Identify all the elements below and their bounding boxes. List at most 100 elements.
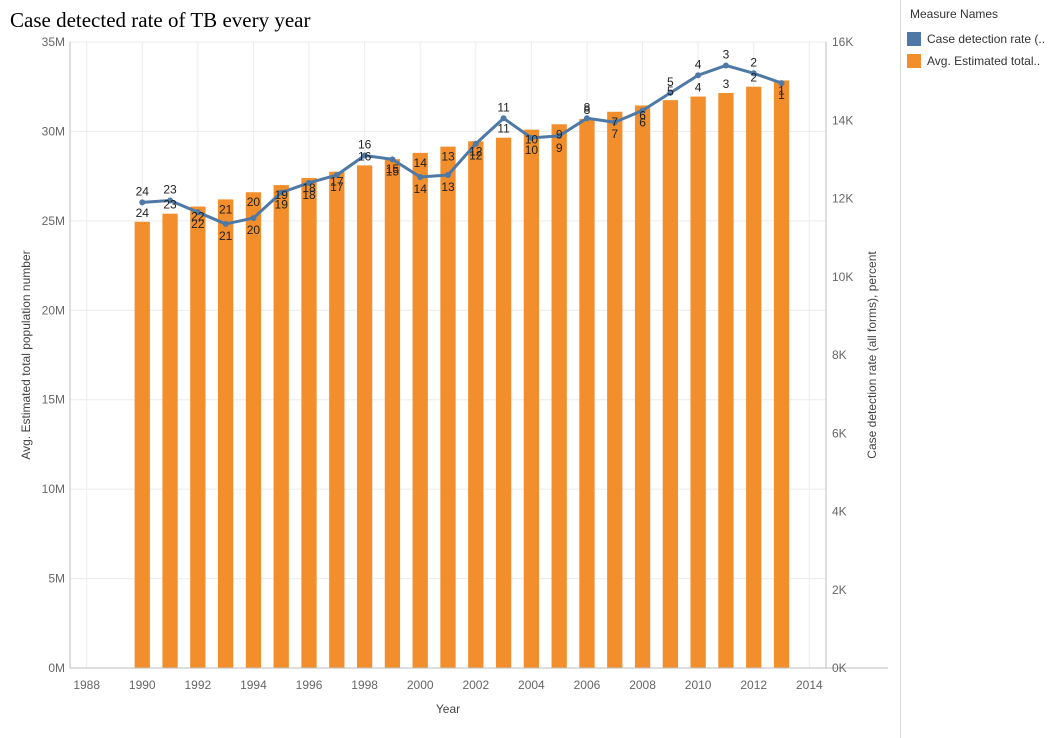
line-point-2008: [639, 107, 646, 114]
right-tick-label: 14K: [832, 113, 853, 127]
bar-label-2007: 7: [611, 115, 618, 129]
legend-item-estimated-total[interactable]: Avg. Estimated total..: [907, 53, 1040, 69]
bar-label-1998: 16: [358, 149, 372, 163]
line-point-2013: [778, 80, 785, 87]
legend-item-label: Avg. Estimated total..: [927, 54, 1041, 68]
left-axis-title: Avg. Estimated total population number: [19, 250, 33, 459]
bar-1999: [384, 159, 401, 668]
line-point-2003: [500, 115, 507, 122]
bar-label-1999: 15: [386, 162, 400, 176]
bar-label-1994: 20: [247, 195, 261, 209]
x-tick-label: 1992: [185, 678, 212, 692]
bar-series: [134, 80, 790, 669]
line-label-2009: 5: [667, 75, 674, 89]
bar-label-1991: 23: [163, 198, 177, 212]
bar-1993: [218, 199, 234, 668]
x-tick-label: 2010: [685, 678, 712, 692]
left-tick-label: 15M: [42, 393, 65, 407]
line-point-2005: [556, 132, 563, 139]
bar-label-1992: 22: [191, 210, 205, 224]
left-tick-label: 10M: [42, 482, 65, 496]
line-point-1994: [250, 215, 257, 222]
x-tick-label: 1998: [351, 678, 378, 692]
line-point-1999: [389, 156, 396, 163]
line-point-1998: [361, 152, 368, 159]
bar-2004: [523, 129, 540, 668]
x-tick-label: 2000: [407, 678, 434, 692]
x-tick-label: 2014: [796, 678, 823, 692]
line-label-2003: 11: [497, 100, 510, 114]
bar-label-2002: 12: [469, 144, 483, 158]
line-point-2006: [583, 115, 590, 122]
bar-2011: [718, 92, 734, 668]
legend-item-case-detection[interactable]: Case detection rate (..: [907, 31, 1045, 47]
bar-label-2004: 10: [525, 133, 539, 147]
chart-area: 2424232322222121202019191818171716161515…: [19, 35, 888, 716]
x-tick-label: 1988: [73, 678, 100, 692]
left-tick-label: 35M: [42, 35, 65, 49]
right-tick-label: 4K: [832, 505, 847, 519]
line-point-1990: [139, 199, 146, 206]
legend-panel: Measure Names Case detection rate (.. Av…: [900, 0, 1063, 738]
line-label-1991: 23: [163, 182, 177, 196]
legend-item-label: Case detection rate (..: [927, 32, 1046, 46]
line-path: [142, 63, 783, 226]
bar-2006: [579, 118, 595, 668]
bar-2010: [690, 96, 706, 668]
line-label-1990: 24: [136, 184, 150, 198]
line-label-1997: 17: [330, 180, 344, 194]
left-tick-label: 30M: [42, 124, 65, 138]
line-label-1992: 22: [191, 217, 205, 231]
x-tick-label: 2006: [574, 678, 601, 692]
bar-label-2001: 13: [441, 150, 455, 164]
line-label-2002: 12: [469, 149, 483, 163]
x-tick-label: 1996: [296, 678, 323, 692]
right-tick-label: 10K: [832, 270, 853, 284]
bar-2003: [495, 137, 512, 668]
x-tick-label: 1994: [240, 678, 267, 692]
line-point-2001: [445, 172, 451, 179]
line-series: [139, 62, 785, 227]
line-label-2010: 4: [695, 57, 702, 71]
line-point-1995: [278, 189, 285, 196]
bar-2012: [746, 86, 762, 668]
line-point-2007: [611, 119, 618, 126]
bar-label-2006: 8: [584, 103, 591, 117]
left-tick-label: 20M: [42, 303, 65, 317]
legend-swatch-orange: [907, 54, 921, 68]
bar-label-1997: 17: [330, 175, 344, 189]
right-tick-label: 16K: [832, 35, 853, 49]
legend-swatch-blue: [907, 32, 921, 46]
right-tick-label: 6K: [832, 426, 847, 440]
line-point-2009: [667, 89, 674, 96]
axes: 0M5M10M15M20M25M30M35M0K2K4K6K8K10K12K14…: [19, 35, 888, 716]
bar-2000: [412, 152, 428, 669]
line-label-2005: 9: [556, 141, 563, 155]
right-axis-title: Case detection rate (all forms), percent: [865, 251, 879, 459]
bar-2005: [551, 124, 567, 668]
bar-2007: [607, 111, 623, 669]
line-label-1995: 19: [275, 198, 289, 212]
bar-1997: [329, 171, 345, 668]
bar-1995: [273, 185, 289, 669]
line-label-2007: 7: [611, 127, 618, 141]
line-point-1997: [333, 172, 340, 179]
right-tick-label: 2K: [832, 583, 847, 597]
line-point-2004: [528, 134, 535, 141]
line-point-1991: [167, 197, 174, 204]
right-tick-label: 12K: [832, 192, 853, 206]
bar-label-1996: 18: [302, 181, 316, 195]
bar-1994: [245, 192, 262, 669]
bar-label-2000: 14: [414, 156, 428, 170]
line-label-2012: 2: [750, 55, 757, 69]
bar-2001: [440, 146, 456, 669]
right-tick-label: 8K: [832, 348, 847, 362]
bar-2009: [662, 100, 678, 669]
line-point-1996: [306, 179, 313, 186]
line-label-1999: 15: [386, 164, 400, 178]
legend-title: Measure Names: [910, 7, 999, 21]
line-point-2011: [722, 62, 729, 69]
bar-label-1995: 19: [275, 188, 289, 202]
line-point-1993: [222, 220, 229, 227]
line-point-1992: [194, 209, 201, 216]
